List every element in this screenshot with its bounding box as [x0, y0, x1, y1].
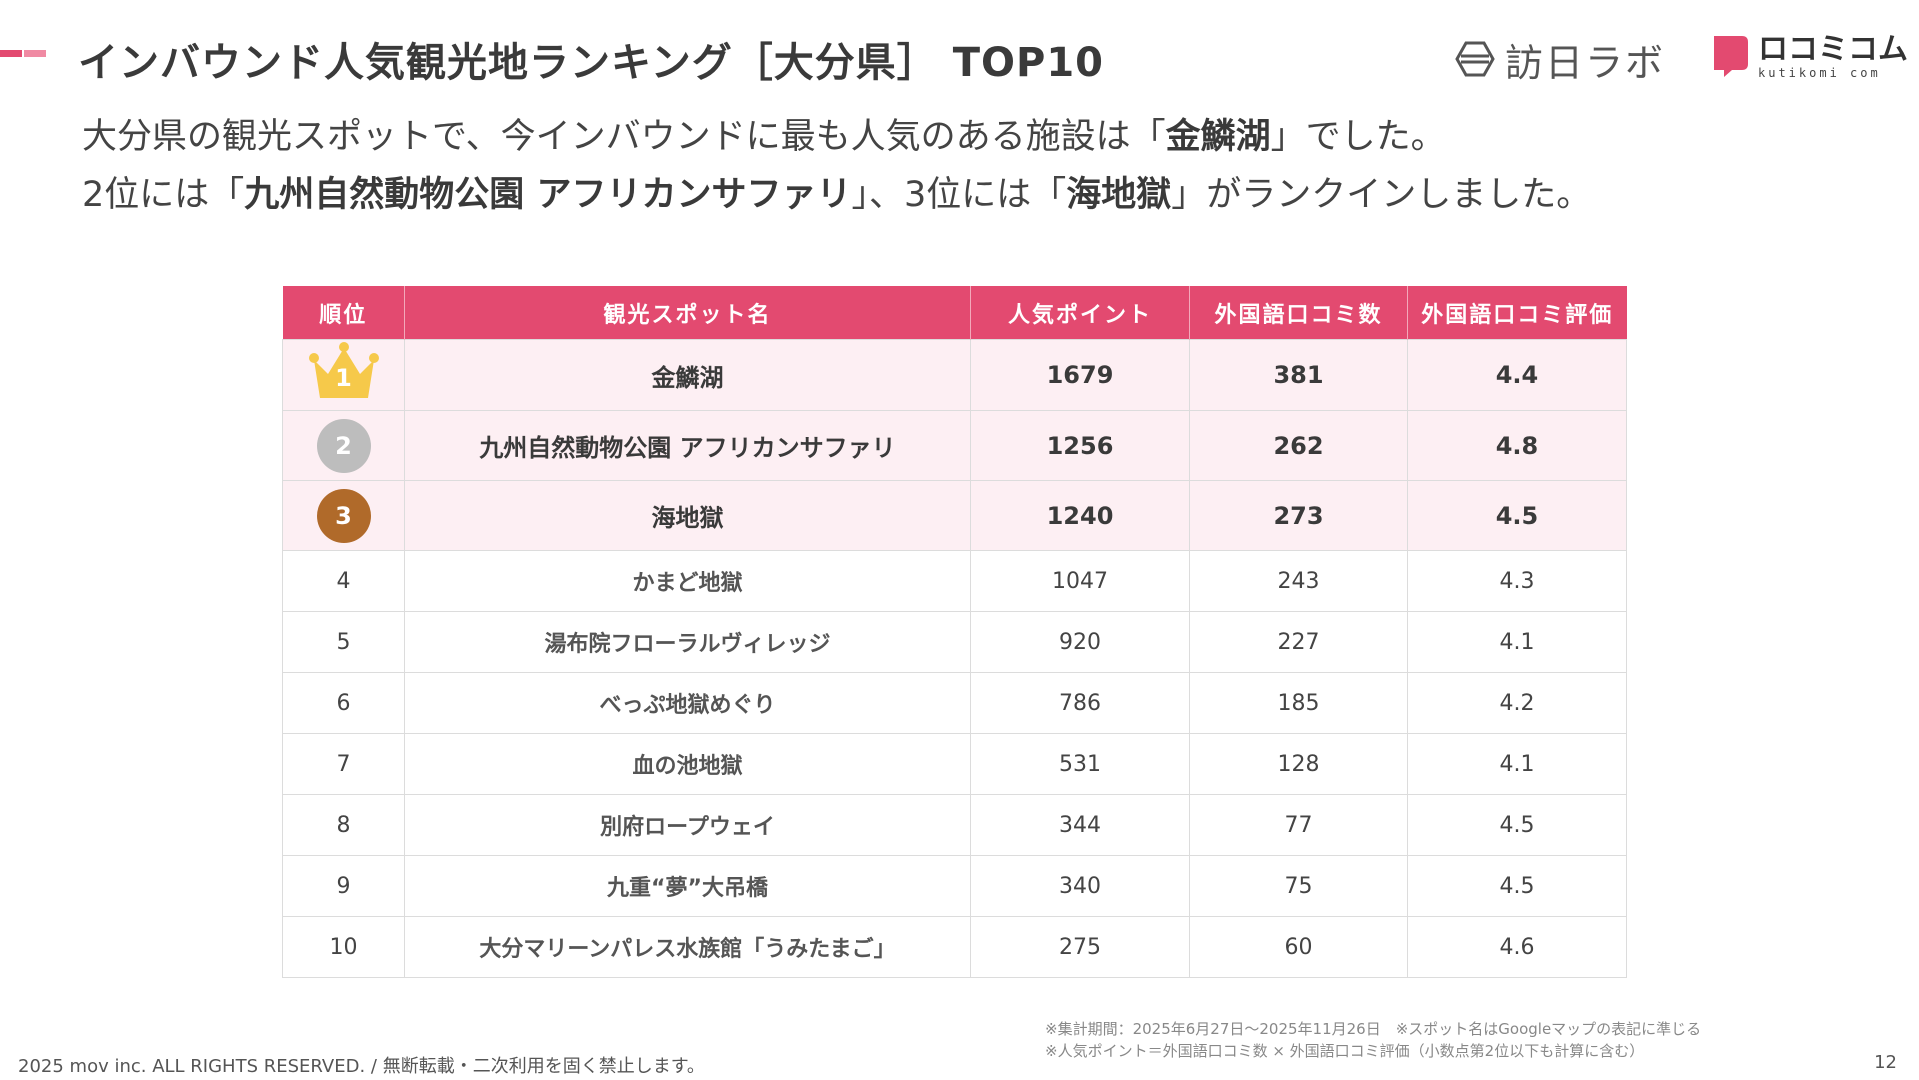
review-count-cell: 185	[1189, 672, 1408, 734]
speech-bubble-icon	[1714, 36, 1748, 77]
lead-highlight-1: 金鱗湖	[1165, 117, 1271, 157]
hounichi-lab-logo-text: 訪日ラボ	[1505, 40, 1666, 85]
title-accent-bar	[0, 50, 46, 57]
footnotes: ※集計期間：2025年6月27日〜2025年11月26日 ※スポット名はGoog…	[1045, 1018, 1701, 1062]
rank-cell: 1	[282, 339, 405, 411]
rating-cell: 4.8	[1407, 410, 1627, 481]
header-points: 人気ポイント	[970, 286, 1190, 340]
lead-highlight-2: 九州自然動物公園 アフリカンサファリ	[244, 175, 852, 215]
kuchikomi-logo-text: ロコミコム kutikomi com	[1758, 32, 1908, 81]
header-review-count: 外国語口コミ数	[1189, 286, 1408, 340]
lead-text-part: 」、3位には「	[851, 175, 1067, 215]
review-count-cell: 381	[1189, 339, 1408, 411]
lead-highlight-3: 海地獄	[1066, 175, 1172, 215]
rank-cell: 6	[282, 672, 405, 734]
table-row: 1 金鱗湖 1679 381 4.4	[282, 339, 1627, 411]
review-count-cell: 227	[1189, 611, 1408, 673]
lead-line-2: 2位には「九州自然動物公園 アフリカンサファリ」、3位には「海地獄」がランクイン…	[82, 166, 1591, 224]
rank-cell: 7	[282, 733, 405, 795]
ranking-table: 順位 観光スポット名 人気ポイント 外国語口コミ数 外国語口コミ評価 1 金鱗湖…	[282, 286, 1627, 978]
spot-name-cell: かまど地獄	[404, 550, 971, 612]
review-count-cell: 77	[1189, 794, 1408, 856]
table-header-row: 順位 観光スポット名 人気ポイント 外国語口コミ数 外国語口コミ評価	[282, 286, 1627, 340]
rank-cell: 5	[282, 611, 405, 673]
table-row: 7 血の池地獄 531 128 4.1	[282, 733, 1627, 795]
table-row: 6 べっぷ地獄めぐり 786 185 4.2	[282, 672, 1627, 734]
spot-name-cell: 別府ロープウェイ	[404, 794, 971, 856]
review-count-cell: 273	[1189, 480, 1408, 551]
rank-cell: 3	[282, 480, 405, 551]
accent-segment	[24, 50, 46, 57]
rank-cell: 10	[282, 916, 405, 978]
review-count-cell: 75	[1189, 855, 1408, 917]
rating-cell: 4.3	[1407, 550, 1627, 612]
spot-name-cell: 海地獄	[404, 480, 971, 551]
points-cell: 531	[970, 733, 1190, 795]
lead-text-part: 」でした。	[1270, 117, 1446, 157]
page-number: 12	[1874, 1052, 1897, 1073]
table-row: 8 別府ロープウェイ 344 77 4.5	[282, 794, 1627, 856]
header-review-rating: 外国語口コミ評価	[1421, 302, 1614, 328]
points-cell: 1240	[970, 480, 1190, 551]
review-count-cell: 128	[1189, 733, 1408, 795]
lead-line-1: 大分県の観光スポットで、今インバウンドに最も人気のある施設は「金鱗湖」でした。	[82, 108, 1591, 166]
table-row: 3 海地獄 1240 273 4.5	[282, 480, 1627, 551]
silver-medal-icon: 2	[316, 418, 371, 473]
lead-text: 大分県の観光スポットで、今インバウンドに最も人気のある施設は「金鱗湖」でした。 …	[82, 108, 1591, 224]
spot-name-cell: べっぷ地獄めぐり	[404, 672, 971, 734]
crown-icon: 1	[304, 340, 384, 404]
kuchikomi-logo-title: ロコミコム	[1758, 32, 1908, 67]
table-row: 4 かまど地獄 1047 243 4.3	[282, 550, 1627, 612]
footnote-points-formula: ※人気ポイント＝外国語口コミ数 × 外国語口コミ評価（小数点第2位以下も計算に含…	[1045, 1042, 1645, 1060]
table-row: 10 大分マリーンパレス水族館「うみたまご」 275 60 4.6	[282, 916, 1627, 978]
review-count-cell: 243	[1189, 550, 1408, 612]
spot-name-cell: 大分マリーンパレス水族館「うみたまご」	[404, 916, 971, 978]
rating-cell: 4.2	[1407, 672, 1627, 734]
points-cell: 1256	[970, 410, 1190, 481]
hexagon-logo-icon	[1455, 41, 1495, 77]
rating-cell: 4.5	[1407, 855, 1627, 917]
accent-segment	[0, 50, 22, 57]
rating-cell: 4.4	[1407, 339, 1627, 411]
rank-cell: 9	[282, 855, 405, 917]
header-rank: 順位	[282, 286, 405, 340]
points-cell: 1047	[970, 550, 1190, 612]
points-cell: 1679	[970, 339, 1190, 411]
review-count-cell: 262	[1189, 410, 1408, 481]
rank-cell: 4	[282, 550, 405, 612]
footnote-period: ※集計期間：2025年6月27日〜2025年11月26日 ※スポット名はGoog…	[1045, 1020, 1702, 1038]
points-cell: 275	[970, 916, 1190, 978]
spot-name-cell: 湯布院フローラルヴィレッジ	[404, 611, 971, 673]
page-title: インバウンド人気観光地ランキング［大分県］ TOP10	[78, 40, 1104, 86]
rating-cell: 4.1	[1407, 733, 1627, 795]
lead-text-part: 2位には「	[82, 175, 245, 215]
bronze-medal-icon: 3	[316, 488, 371, 543]
table-row: 5 湯布院フローラルヴィレッジ 920 227 4.1	[282, 611, 1627, 673]
hounichi-lab-logo: 訪日ラボ	[1455, 34, 1666, 85]
lead-text-part: 」がランクインしました。	[1171, 175, 1592, 215]
lead-text-part: 大分県の観光スポットで、今インバウンドに最も人気のある施設は「	[82, 117, 1166, 157]
rank-cell: 2	[282, 410, 405, 481]
kuchikomi-logo: ロコミコム kutikomi com	[1710, 34, 1908, 80]
points-cell: 786	[970, 672, 1190, 734]
spot-name-cell: 九州自然動物公園 アフリカンサファリ	[404, 410, 971, 481]
points-cell: 340	[970, 855, 1190, 917]
table-row: 9 九重“夢”大吊橋 340 75 4.5	[282, 855, 1627, 917]
review-count-cell: 60	[1189, 916, 1408, 978]
header-spot-name: 観光スポット名	[404, 286, 971, 340]
points-cell: 344	[970, 794, 1190, 856]
kuchikomi-logo-subtitle: kutikomi com	[1758, 66, 1881, 80]
spot-name-cell: 金鱗湖	[404, 339, 971, 411]
spot-name-cell: 九重“夢”大吊橋	[404, 855, 971, 917]
table-row: 2 九州自然動物公園 アフリカンサファリ 1256 262 4.8	[282, 410, 1627, 481]
points-cell: 920	[970, 611, 1190, 673]
spot-name-cell: 血の池地獄	[404, 733, 971, 795]
rank-number: 1	[335, 364, 352, 392]
copyright-footer: 2025 mov inc. ALL RIGHTS RESERVED. / 無断転…	[18, 1056, 705, 1077]
rating-cell: 4.5	[1407, 794, 1627, 856]
rating-cell: 4.6	[1407, 916, 1627, 978]
rating-cell: 4.1	[1407, 611, 1627, 673]
rank-cell: 8	[282, 794, 405, 856]
rating-cell: 4.5	[1407, 480, 1627, 551]
